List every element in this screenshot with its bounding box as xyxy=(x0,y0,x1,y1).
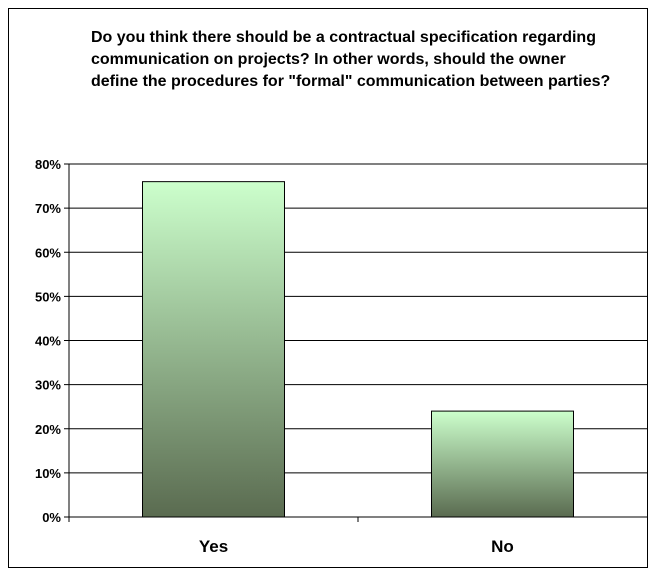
y-tick-label: 80% xyxy=(35,157,61,172)
y-tick-label: 40% xyxy=(35,334,61,349)
y-tick-label: 50% xyxy=(35,289,61,304)
x-category-label: No xyxy=(491,537,514,556)
y-tick-label: 60% xyxy=(35,245,61,260)
chart-frame: Do you think there should be a contractu… xyxy=(8,8,648,568)
y-tick-label: 20% xyxy=(35,422,61,437)
chart-title: Do you think there should be a contractu… xyxy=(91,29,611,90)
chart-plot: 0% 10% 20% 30% 40% 50% 60% 70% 80% Yes No xyxy=(35,157,647,556)
bar-yes xyxy=(142,181,285,518)
bar-no xyxy=(431,410,574,518)
y-tick-label: 30% xyxy=(35,378,61,393)
y-tick-label: 0% xyxy=(42,510,61,525)
y-tick-label: 10% xyxy=(35,466,61,481)
x-category-label: Yes xyxy=(199,537,228,556)
y-tick-label: 70% xyxy=(35,201,61,216)
